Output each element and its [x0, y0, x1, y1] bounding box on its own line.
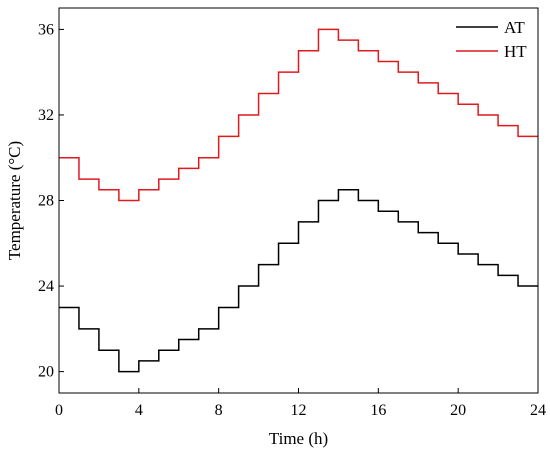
y-tick-label: 20	[38, 364, 54, 381]
y-tick-label: 36	[38, 21, 54, 38]
legend: AT HT	[456, 18, 527, 61]
series-line-ht	[59, 28, 538, 202]
legend-label-at: AT	[504, 18, 525, 37]
x-tick-label: 16	[370, 402, 386, 419]
y-axis-label: Temperature (°C)	[5, 141, 24, 260]
ticks-layer: 0 4 8 12 16 20 24 20 24 28 32 36	[38, 21, 546, 419]
y-tick-label: 28	[38, 193, 54, 210]
series-line-at	[59, 189, 538, 373]
series-layer	[59, 28, 538, 373]
x-tick-label: 20	[450, 402, 466, 419]
x-tick-label: 0	[55, 402, 63, 419]
x-tick-label: 12	[291, 402, 307, 419]
x-tick-label: 8	[215, 402, 223, 419]
y-tick-label: 24	[38, 278, 54, 295]
y-tick-label: 32	[38, 107, 54, 124]
x-tick-label: 4	[135, 402, 143, 419]
legend-label-ht: HT	[504, 42, 527, 61]
x-tick-label: 24	[530, 402, 546, 419]
x-axis-label: Time (h)	[269, 429, 328, 448]
